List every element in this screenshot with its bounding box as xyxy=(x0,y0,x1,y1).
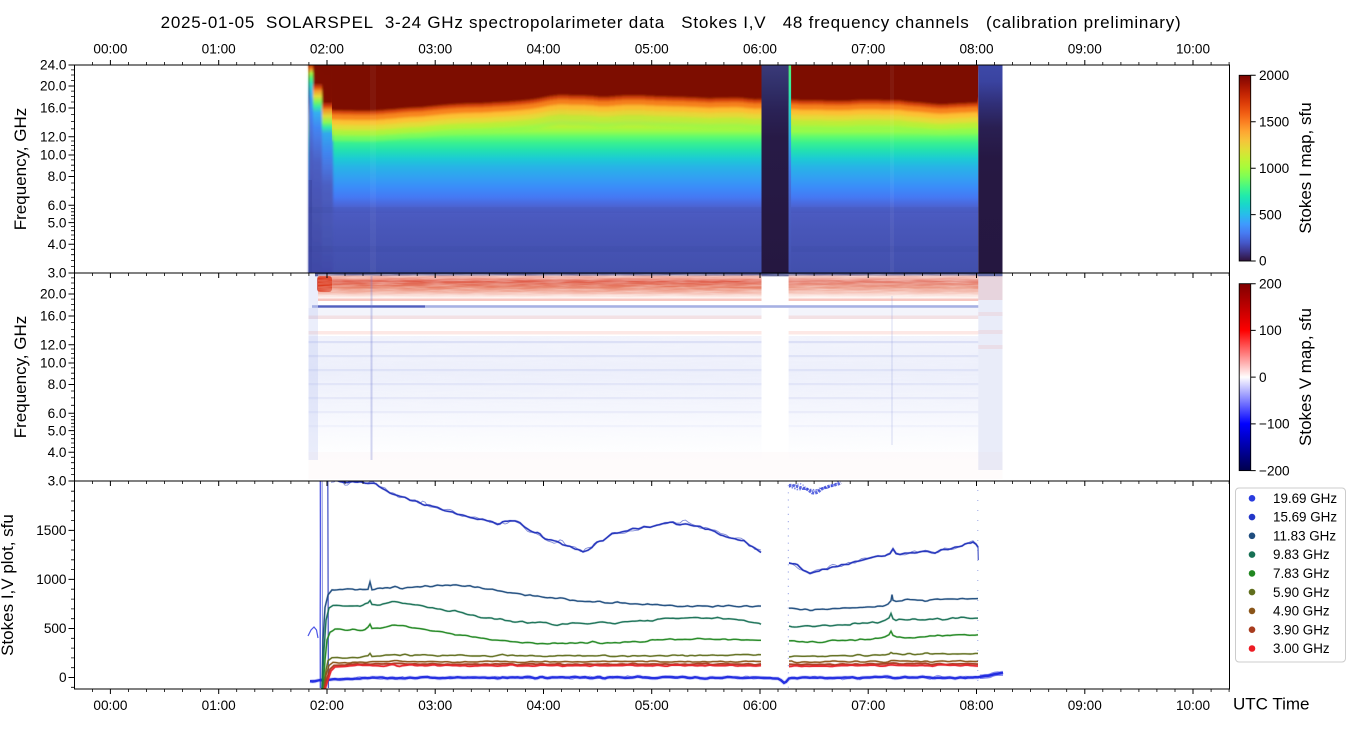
svg-text:100: 100 xyxy=(1259,323,1282,338)
svg-text:02:00: 02:00 xyxy=(310,698,344,713)
svg-text:1500: 1500 xyxy=(1259,114,1290,129)
svg-text:6.0: 6.0 xyxy=(48,406,67,421)
svg-text:01:00: 01:00 xyxy=(202,42,236,57)
svg-text:20.0: 20.0 xyxy=(40,287,67,302)
svg-text:11.83 GHz: 11.83 GHz xyxy=(1273,528,1336,543)
svg-text:20.0: 20.0 xyxy=(40,79,67,94)
svg-text:8.0: 8.0 xyxy=(48,377,67,392)
svg-text:2000: 2000 xyxy=(1259,68,1290,83)
svg-text:7.83 GHz: 7.83 GHz xyxy=(1273,566,1330,581)
svg-text:06:00: 06:00 xyxy=(743,42,777,57)
svg-text:UTC Time: UTC Time xyxy=(1233,695,1310,714)
svg-text:08:00: 08:00 xyxy=(959,698,993,713)
svg-text:12.0: 12.0 xyxy=(40,130,67,145)
svg-text:06:00: 06:00 xyxy=(743,698,777,713)
svg-text:5.0: 5.0 xyxy=(48,423,67,438)
svg-text:5.90 GHz: 5.90 GHz xyxy=(1273,585,1330,600)
svg-text:16.0: 16.0 xyxy=(40,101,67,116)
svg-text:9.83 GHz: 9.83 GHz xyxy=(1273,547,1330,562)
svg-text:4.0: 4.0 xyxy=(48,237,67,252)
svg-text:3.0: 3.0 xyxy=(48,266,67,281)
svg-text:−200: −200 xyxy=(1259,463,1290,478)
svg-text:5.0: 5.0 xyxy=(48,215,67,230)
svg-text:05:00: 05:00 xyxy=(635,42,669,57)
svg-text:6.0: 6.0 xyxy=(48,198,67,213)
svg-text:3.90 GHz: 3.90 GHz xyxy=(1273,622,1330,637)
svg-text:Stokes V map, sfu: Stokes V map, sfu xyxy=(1296,308,1315,446)
svg-text:10.0: 10.0 xyxy=(40,356,67,371)
svg-text:4.0: 4.0 xyxy=(48,445,67,460)
svg-text:00:00: 00:00 xyxy=(93,698,127,713)
svg-text:3.00 GHz: 3.00 GHz xyxy=(1273,641,1330,656)
svg-text:500: 500 xyxy=(1259,207,1282,222)
svg-text:09:00: 09:00 xyxy=(1068,698,1102,713)
svg-text:19.69 GHz: 19.69 GHz xyxy=(1273,491,1337,506)
svg-text:04:00: 04:00 xyxy=(526,698,560,713)
svg-text:03:00: 03:00 xyxy=(418,42,452,57)
svg-text:15.69 GHz: 15.69 GHz xyxy=(1273,510,1337,525)
svg-text:05:00: 05:00 xyxy=(635,698,669,713)
svg-text:4.90 GHz: 4.90 GHz xyxy=(1273,604,1330,619)
svg-text:02:00: 02:00 xyxy=(310,42,344,57)
svg-text:2025-01-05 SOLARSPEL 3-24 GH: 2025-01-05 SOLARSPEL 3-24 GHz spectropol… xyxy=(161,13,1182,32)
svg-text:0: 0 xyxy=(1259,370,1267,385)
svg-text:10:00: 10:00 xyxy=(1176,698,1210,713)
svg-text:0: 0 xyxy=(1259,254,1267,269)
svg-text:200: 200 xyxy=(1259,276,1282,291)
svg-text:−100: −100 xyxy=(1259,417,1290,432)
svg-text:08:00: 08:00 xyxy=(959,42,993,57)
svg-text:1000: 1000 xyxy=(1259,161,1290,176)
svg-text:1500: 1500 xyxy=(36,523,67,538)
svg-text:Stokes I map, sfu: Stokes I map, sfu xyxy=(1296,102,1315,233)
svg-text:01:00: 01:00 xyxy=(202,698,236,713)
svg-text:1000: 1000 xyxy=(36,572,67,587)
svg-text:16.0: 16.0 xyxy=(40,309,67,324)
svg-text:12.0: 12.0 xyxy=(40,338,67,353)
svg-text:Stokes I,V plot, sfu: Stokes I,V plot, sfu xyxy=(0,514,17,656)
svg-text:04:00: 04:00 xyxy=(526,42,560,57)
svg-text:Frequency, GHz: Frequency, GHz xyxy=(11,108,30,231)
svg-text:07:00: 07:00 xyxy=(851,698,885,713)
svg-text:00:00: 00:00 xyxy=(93,42,127,57)
svg-text:07:00: 07:00 xyxy=(851,42,885,57)
svg-text:500: 500 xyxy=(44,621,67,636)
svg-text:Frequency, GHz: Frequency, GHz xyxy=(11,316,30,439)
svg-text:09:00: 09:00 xyxy=(1068,42,1102,57)
svg-text:3.0: 3.0 xyxy=(48,474,67,489)
svg-text:8.0: 8.0 xyxy=(48,169,67,184)
svg-text:10.0: 10.0 xyxy=(40,148,67,163)
svg-text:10:00: 10:00 xyxy=(1176,42,1210,57)
svg-text:0: 0 xyxy=(59,670,67,685)
svg-text:24.0: 24.0 xyxy=(40,58,67,73)
svg-text:03:00: 03:00 xyxy=(418,698,452,713)
